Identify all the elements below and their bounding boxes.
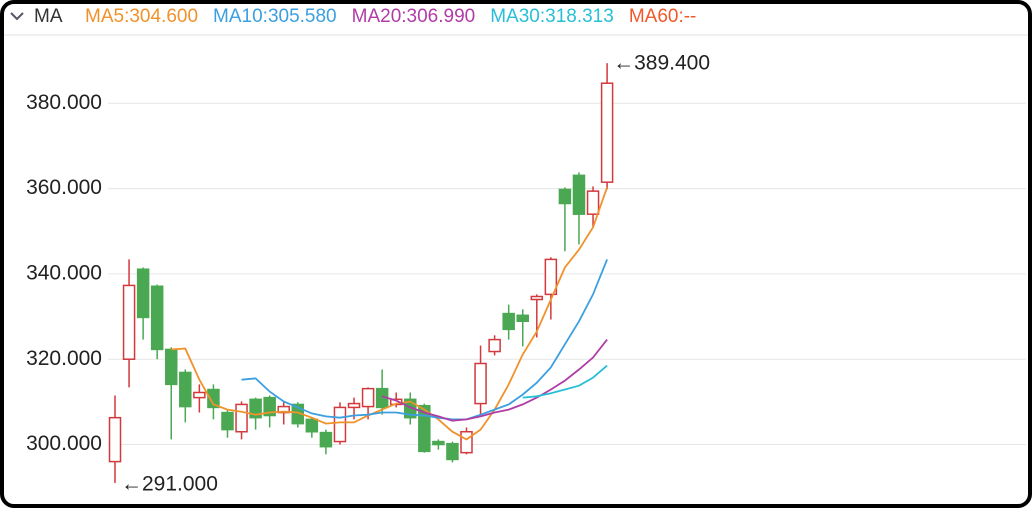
legend-entry[interactable]: MA30:318.313	[490, 6, 614, 27]
max-annotation: ←389.400	[613, 52, 710, 75]
y-tick-label: 380.000	[26, 91, 102, 114]
candle-body	[460, 430, 473, 454]
chevron[interactable]	[10, 12, 24, 21]
candle-body	[446, 442, 459, 461]
ma-line	[171, 187, 608, 441]
candle-body	[179, 371, 192, 408]
candle-body	[361, 387, 375, 408]
candle-body	[136, 268, 150, 319]
y-tick-label: 320.000	[26, 347, 102, 370]
legend-entry[interactable]: MA60:--	[629, 6, 697, 27]
legend-entry[interactable]: MA20:306.990	[352, 6, 476, 27]
candle-body	[249, 398, 262, 419]
candle-body	[530, 295, 544, 301]
candle-body	[347, 402, 361, 409]
legend-entry[interactable]: MA5:304.600	[85, 6, 198, 27]
candle-body	[600, 82, 614, 183]
candle-body	[319, 431, 333, 448]
candle-body	[432, 440, 445, 446]
candle-body	[502, 312, 515, 331]
candle-body	[305, 418, 319, 433]
candle-body	[207, 388, 220, 409]
candle-body	[488, 338, 501, 353]
candle-body	[586, 190, 600, 215]
candle-body	[333, 406, 347, 443]
y-tick-label: 300.000	[26, 432, 102, 455]
header-label[interactable]: MA	[34, 6, 63, 27]
candle-body	[572, 174, 586, 215]
candle-body	[418, 404, 431, 453]
candle-body	[516, 314, 529, 323]
y-tick-label: 360.000	[26, 176, 102, 199]
y-tick-label: 340.000	[26, 261, 102, 284]
candle-body	[150, 285, 164, 351]
candle-body	[221, 411, 234, 431]
candle-body	[193, 391, 206, 399]
legend-entry[interactable]: MA10:305.580	[213, 6, 337, 27]
candle-body	[474, 362, 487, 405]
min-annotation: ←291.000	[121, 472, 218, 495]
candle-body	[235, 403, 248, 433]
ma-line	[381, 339, 608, 422]
ma-line	[241, 259, 608, 421]
candle-body	[544, 258, 558, 296]
ma-line	[522, 364, 608, 399]
candle-body	[164, 348, 178, 386]
candle-body	[108, 416, 122, 463]
candle-body	[263, 396, 276, 417]
candle-body	[122, 284, 136, 360]
candle-body	[558, 188, 572, 205]
